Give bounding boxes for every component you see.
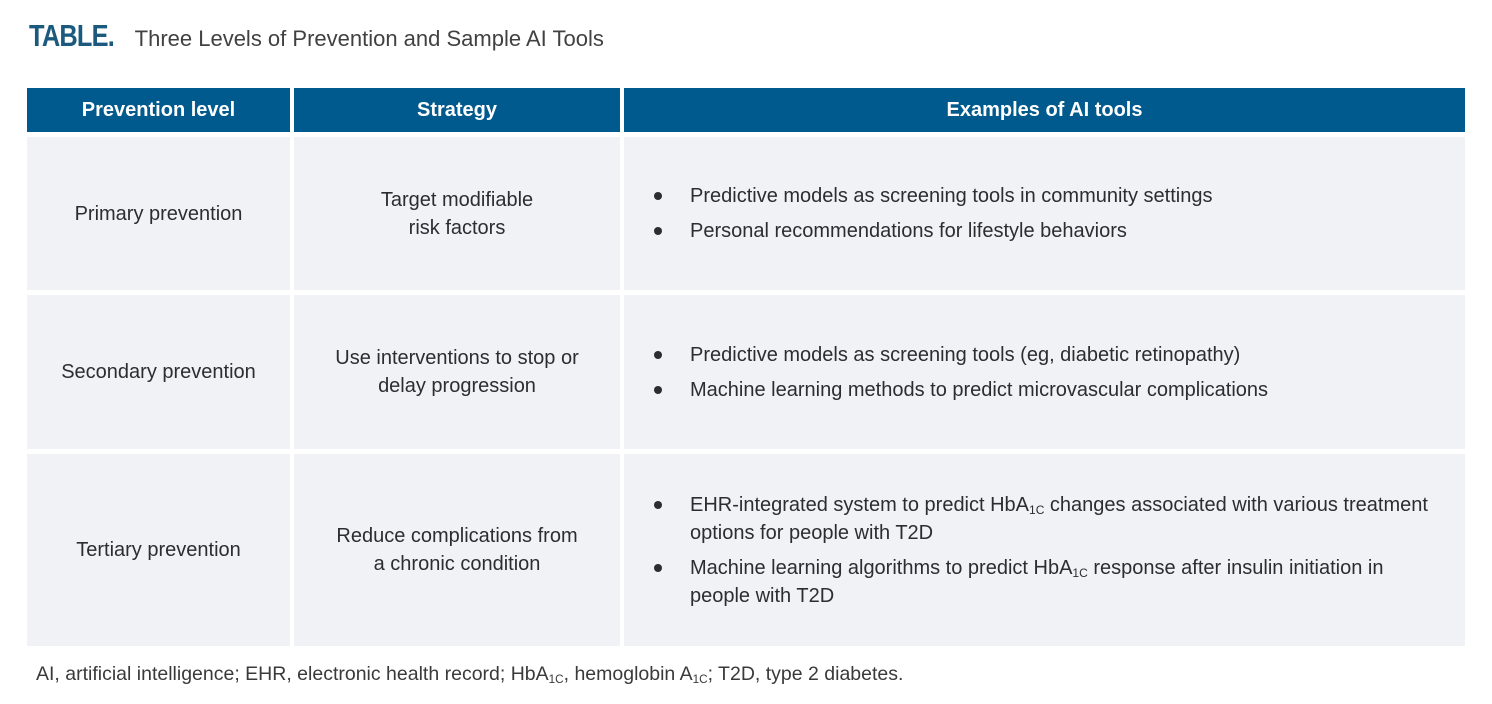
cell-examples-tertiary: EHR-integrated system to predict HbA1C c… [624, 454, 1465, 646]
cell-examples-primary: Predictive models as screening tools in … [624, 137, 1465, 290]
list-item: Machine learning algorithms to predict H… [654, 554, 1441, 610]
example-text: Machine learning algorithms to predict H… [690, 556, 1384, 607]
list-item: EHR-integrated system to predict HbA1C c… [654, 491, 1441, 547]
bullet-icon [654, 385, 662, 394]
prevention-table: Prevention level Strategy Examples of AI… [27, 88, 1465, 646]
header-cell-prevention-level: Prevention level [27, 88, 290, 132]
list-item: Machine learning methods to predict micr… [654, 376, 1441, 404]
cell-level-secondary: Secondary prevention [27, 295, 290, 449]
examples-list: EHR-integrated system to predict HbA1C c… [654, 484, 1441, 617]
bullet-icon [654, 350, 662, 359]
example-text: Predictive models as screening tools (eg… [690, 343, 1241, 366]
header-cell-examples: Examples of AI tools [624, 88, 1465, 132]
table-title: Three Levels of Prevention and Sample AI… [134, 26, 604, 51]
cell-strategy-tertiary: Reduce complications from a chronic cond… [294, 454, 620, 646]
list-item: Predictive models as screening tools (eg… [654, 341, 1441, 369]
page: TABLE. Three Levels of Prevention and Sa… [27, 18, 1465, 687]
example-text: Predictive models as screening tools in … [690, 185, 1213, 207]
header-cell-strategy: Strategy [294, 88, 620, 132]
examples-list: Predictive models as screening tools in … [654, 175, 1441, 252]
list-item: Predictive models as screening tools in … [654, 182, 1441, 210]
cell-level-tertiary: Tertiary prevention [27, 454, 290, 646]
example-text: Personal recommendations for lifestyle b… [690, 220, 1127, 242]
example-text: EHR-integrated system to predict HbA1C c… [690, 493, 1428, 544]
cell-strategy-secondary: Use interventions to stop or delay progr… [294, 295, 620, 449]
cell-strategy-primary: Target modifiable risk factors [294, 137, 620, 290]
bullet-icon [654, 227, 662, 235]
table-label: TABLE. [29, 18, 115, 53]
list-item: Personal recommendations for lifestyle b… [654, 217, 1441, 245]
footnote: AI, artificial intelligence; EHR, electr… [36, 663, 904, 687]
bullet-icon [654, 500, 662, 509]
example-text: Machine learning methods to predict micr… [690, 378, 1269, 401]
cell-examples-secondary: Predictive models as screening tools (eg… [624, 295, 1465, 449]
bullet-icon [654, 563, 662, 572]
table-caption: TABLE. Three Levels of Prevention and Sa… [29, 18, 1465, 64]
bullet-icon [654, 192, 662, 200]
examples-list: Predictive models as screening tools (eg… [654, 334, 1441, 411]
cell-level-primary: Primary prevention [27, 137, 290, 290]
